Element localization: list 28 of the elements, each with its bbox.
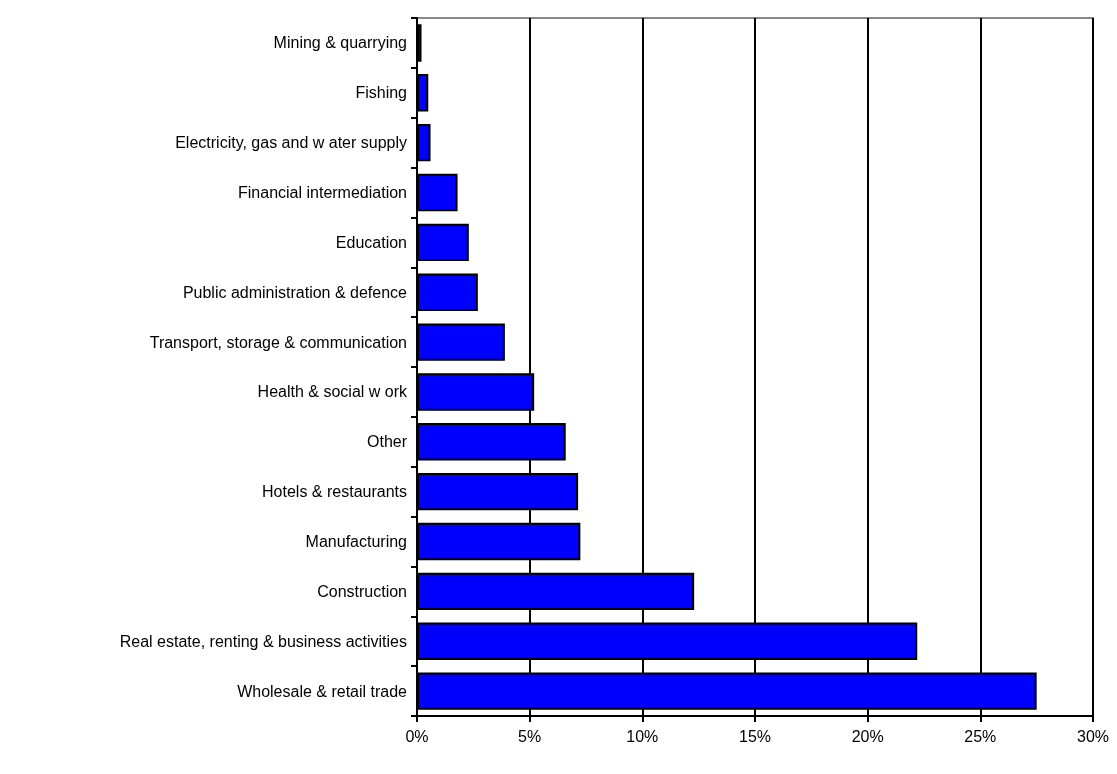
bar <box>417 273 478 311</box>
x-tick-label: 10% <box>626 727 659 745</box>
x-tick-label: 30% <box>1076 727 1110 745</box>
x-tick-label: 15% <box>738 727 772 745</box>
y-tick-label: Manufacturing <box>305 533 407 550</box>
bar <box>417 173 458 212</box>
y-tick-label: Other <box>366 433 408 451</box>
bar <box>417 323 505 361</box>
x-tick-label: 5% <box>518 727 542 745</box>
y-tick-label: Construction <box>317 582 407 600</box>
x-tick-label: 25% <box>964 727 997 745</box>
y-tick-label: Mining & quarrying <box>273 34 407 52</box>
bar <box>417 74 429 112</box>
bar <box>417 123 431 162</box>
y-tick-label: Financial intermediation <box>238 184 407 201</box>
y-tick-label: Real estate, renting & business activities <box>119 632 407 650</box>
bar <box>417 223 469 262</box>
y-tick-label: Health & social w ork <box>257 383 408 401</box>
y-tick-label: Wholesale & retail trade <box>237 682 408 700</box>
x-tick-label: 20% <box>851 727 884 745</box>
y-tick-label: Hotels & restaurants <box>262 483 407 501</box>
x-tick-label: 0% <box>405 727 429 745</box>
y-tick-label: Public administration & defence <box>182 283 408 301</box>
y-tick-label: Transport, storage & communication <box>149 333 407 351</box>
y-tick-label: Education <box>335 233 407 251</box>
y-tick-label: Electricity, gas and w ater supply <box>175 134 407 152</box>
bar <box>417 24 422 62</box>
y-tick-label: Fishing <box>355 84 407 102</box>
